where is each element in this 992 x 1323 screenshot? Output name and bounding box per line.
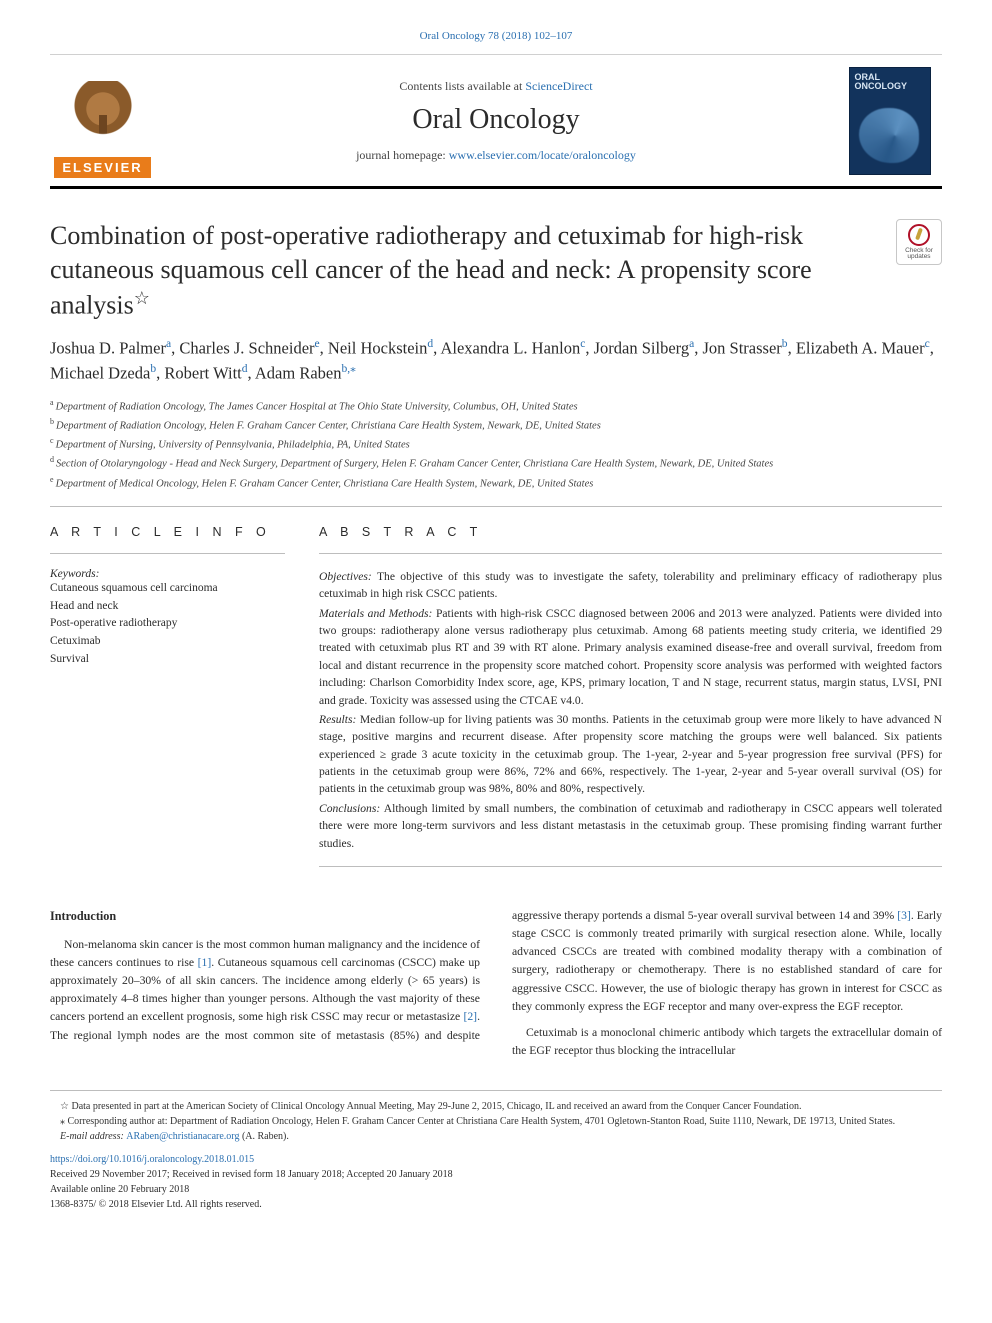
abs-results-label: Results:: [319, 713, 356, 726]
body-text: Introduction Non-melanoma skin cancer is…: [50, 907, 942, 1060]
top-citation-link[interactable]: Oral Oncology 78 (2018) 102–107: [420, 30, 573, 42]
author: Michael Dzeda: [50, 364, 150, 383]
keyword: Cetuximab: [50, 633, 285, 651]
affiliation-sup: b: [50, 417, 54, 426]
affiliation: cDepartment of Nursing, University of Pe…: [50, 435, 942, 453]
keyword: Survival: [50, 651, 285, 669]
online-date: Available online 20 February 2018: [50, 1182, 942, 1197]
fn2-text: Corresponding author at: Department of R…: [68, 1116, 896, 1127]
journal-cover-thumbnail: ORAL ONCOLOGY: [849, 67, 931, 175]
intro-p2-b: . Early stage CSCC is commonly treated p…: [512, 909, 942, 1013]
title-footnote-star: ☆: [134, 288, 150, 308]
divider: [50, 553, 285, 554]
author-affil-sup: a: [689, 338, 694, 350]
article-title-text: Combination of post-operative radiothera…: [50, 221, 812, 319]
cover-art-icon: [859, 108, 919, 163]
citation-1[interactable]: [1]: [198, 956, 212, 969]
citation-3[interactable]: [3]: [897, 909, 911, 922]
journal-name: Oral Oncology: [155, 104, 837, 136]
author-affil-sup: d: [427, 338, 433, 350]
homepage-prefix: journal homepage:: [356, 148, 449, 162]
affiliation: dSection of Otolaryngology - Head and Ne…: [50, 454, 942, 472]
keyword: Cutaneous squamous cell carcinoma: [50, 580, 285, 598]
affiliation: bDepartment of Radiation Oncology, Helen…: [50, 416, 942, 434]
doi-link[interactable]: https://doi.org/10.1016/j.oraloncology.2…: [50, 1154, 254, 1165]
article-info-heading: A R T I C L E I N F O: [50, 525, 285, 539]
divider: [319, 553, 942, 554]
author-affil-sup: c: [925, 338, 930, 350]
keywords-list: Cutaneous squamous cell carcinomaHead an…: [50, 580, 285, 669]
crossmark-icon: [908, 224, 930, 246]
journal-homepage-link[interactable]: www.elsevier.com/locate/oraloncology: [449, 148, 636, 162]
email-person: (A. Raben).: [239, 1131, 288, 1142]
article-history: Received 29 November 2017; Received in r…: [50, 1167, 942, 1182]
contents-line: Contents lists available at ScienceDirec…: [155, 79, 837, 94]
affiliation-sup: a: [50, 398, 54, 407]
journal-homepage-line: journal homepage: www.elsevier.com/locat…: [155, 148, 837, 163]
author: Jon Strasser: [703, 339, 782, 358]
abs-conclusions: Although limited by small numbers, the c…: [319, 802, 942, 850]
abs-methods-label: Materials and Methods:: [319, 607, 432, 620]
author-affil-sup: d: [242, 363, 248, 375]
affiliation-sup: c: [50, 436, 54, 445]
elsevier-tree-icon: [68, 81, 138, 151]
divider: [319, 866, 942, 867]
abs-conclusions-label: Conclusions:: [319, 802, 380, 815]
author: Charles J. Schneider: [179, 339, 314, 358]
check-badge-text: Check for updates: [897, 248, 941, 261]
copyright: 1368-8375/ © 2018 Elsevier Ltd. All righ…: [50, 1197, 942, 1212]
abstract-body: Objectives: The objective of this study …: [319, 568, 942, 852]
author-affil-sup: b: [150, 363, 156, 375]
author: Joshua D. Palmer: [50, 339, 166, 358]
affiliation: eDepartment of Medical Oncology, Helen F…: [50, 474, 942, 492]
fn1-text: Data presented in part at the American S…: [71, 1101, 801, 1112]
author-affil-sup: b,⁎: [342, 363, 356, 375]
author-affil-sup: c: [580, 338, 585, 350]
affiliations: aDepartment of Radiation Oncology, The J…: [50, 397, 942, 492]
abs-methods: Patients with high-risk CSCC diagnosed b…: [319, 607, 942, 707]
keyword: Head and neck: [50, 598, 285, 616]
fn2-mark: ⁎: [60, 1116, 65, 1127]
author: Alexandra L. Hanlon: [440, 339, 580, 358]
intro-p2-a: portends a dismal 5-year overall surviva…: [602, 909, 897, 922]
author-affil-sup: a: [166, 338, 171, 350]
check-for-updates-badge[interactable]: Check for updates: [896, 219, 942, 265]
article-title: Combination of post-operative radiothera…: [50, 219, 878, 322]
publisher-wordmark: ELSEVIER: [54, 157, 150, 178]
masthead: ELSEVIER Contents lists available at Sci…: [50, 54, 942, 189]
affiliation: aDepartment of Radiation Oncology, The J…: [50, 397, 942, 415]
affiliation-sup: e: [50, 475, 54, 484]
corresponding-email-link[interactable]: ARaben@christianacare.org: [126, 1131, 239, 1142]
email-label: E-mail address:: [60, 1131, 126, 1142]
divider: [50, 506, 942, 507]
affiliation-sup: d: [50, 455, 54, 464]
abs-objectives: The objective of this study was to inves…: [319, 570, 942, 600]
keywords-label: Keywords:: [50, 568, 285, 580]
sciencedirect-link[interactable]: ScienceDirect: [525, 79, 592, 93]
introduction-heading: Introduction: [50, 907, 480, 926]
author-affil-sup: e: [315, 338, 320, 350]
author: Jordan Silberg: [594, 339, 689, 358]
abstract-heading: A B S T R A C T: [319, 525, 942, 539]
footnotes: ☆ Data presented in part at the American…: [50, 1090, 942, 1144]
citation-2[interactable]: [2]: [463, 1010, 477, 1023]
author: Adam Raben: [255, 364, 342, 383]
publisher-block: ELSEVIER: [50, 55, 155, 186]
abs-objectives-label: Objectives:: [319, 570, 372, 583]
author: Robert Witt: [164, 364, 241, 383]
contents-line-prefix: Contents lists available at: [399, 79, 525, 93]
keyword: Post-operative radiotherapy: [50, 615, 285, 633]
author-affil-sup: b: [782, 338, 788, 350]
author-list: Joshua D. Palmera, Charles J. Schneidere…: [50, 336, 942, 387]
cover-label: ORAL ONCOLOGY: [855, 73, 925, 93]
fn1-mark: ☆: [60, 1101, 69, 1112]
intro-p3: Cetuximab is a monoclonal chimeric antib…: [512, 1024, 942, 1060]
article-metadata: https://doi.org/10.1016/j.oraloncology.2…: [50, 1152, 942, 1212]
author: Neil Hockstein: [328, 339, 427, 358]
abs-results: Median follow-up for living patients was…: [319, 713, 942, 796]
top-citation: Oral Oncology 78 (2018) 102–107: [50, 30, 942, 42]
author: Elizabeth A. Mauer: [796, 339, 925, 358]
